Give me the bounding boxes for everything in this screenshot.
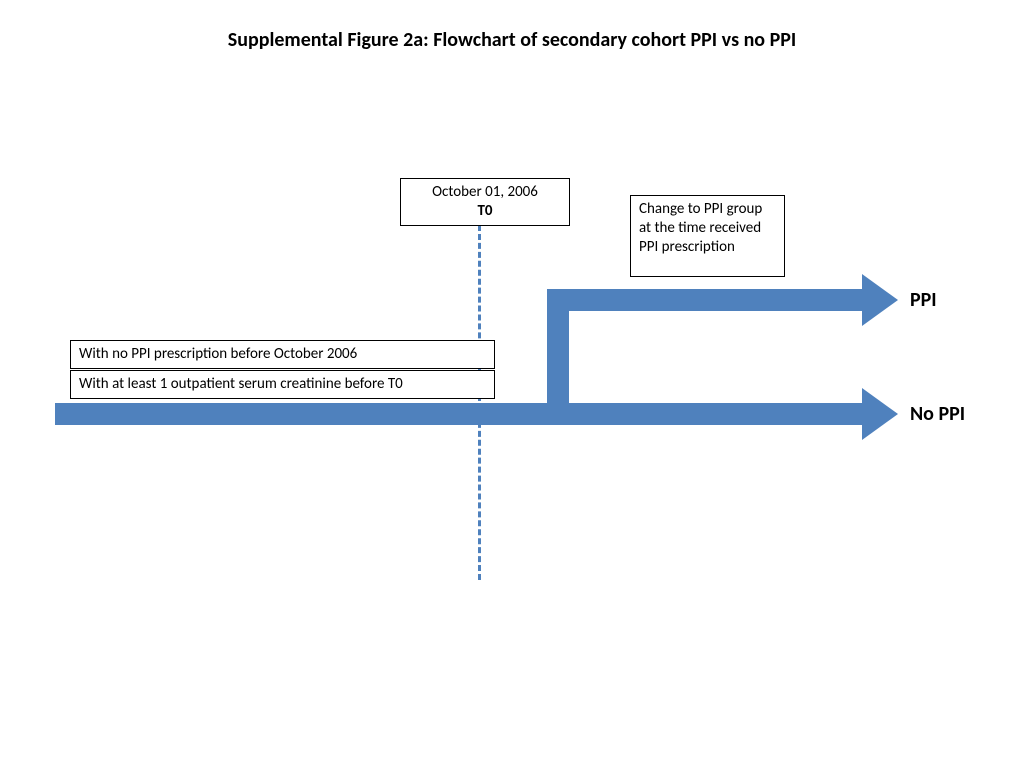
criteria-box-2: With at least 1 outpatient serum creatin… xyxy=(70,370,495,399)
ppi-label: PPI xyxy=(910,288,937,312)
t0-box: October 01, 2006 T0 xyxy=(400,178,570,226)
criteria-box-1: With no PPI prescription before October … xyxy=(70,340,495,369)
change-box: Change to PPI group at the time received… xyxy=(630,195,785,277)
change-text: Change to PPI group at the time received… xyxy=(639,200,762,256)
criteria-2-text: With at least 1 outpatient serum creatin… xyxy=(79,375,403,393)
criteria-1-text: With no PPI prescription before October … xyxy=(79,345,357,363)
branch-arrow-head xyxy=(862,274,898,326)
figure-title: Supplemental Figure 2a: Flowchart of sec… xyxy=(0,28,1024,52)
main-arrow-head xyxy=(862,388,898,440)
t0-date: October 01, 2006 xyxy=(409,183,561,202)
branch-arrow-shaft xyxy=(547,289,862,311)
no-ppi-label: No PPI xyxy=(910,402,965,426)
t0-label: T0 xyxy=(409,202,561,221)
main-arrow-shaft xyxy=(55,403,862,425)
